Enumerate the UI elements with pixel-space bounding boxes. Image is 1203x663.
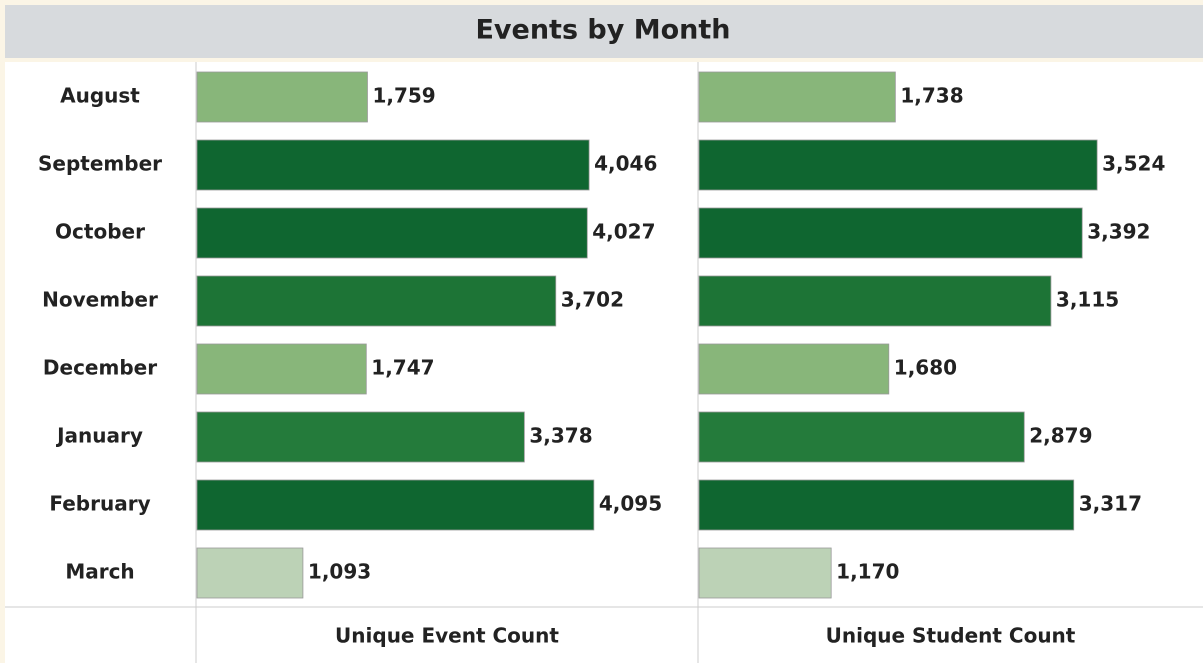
data-label: 4,095 xyxy=(599,492,662,516)
bar xyxy=(698,343,890,395)
data-label: 2,879 xyxy=(1029,424,1092,448)
row-label: August xyxy=(60,84,140,108)
data-label: 1,170 xyxy=(836,560,899,584)
row-label: February xyxy=(49,492,150,516)
bar xyxy=(698,207,1083,259)
bar xyxy=(196,71,368,123)
row-label: March xyxy=(65,560,134,584)
bar xyxy=(698,71,896,123)
data-label: 1,680 xyxy=(894,356,957,380)
bar xyxy=(196,411,525,463)
data-label: 3,392 xyxy=(1087,220,1150,244)
bar xyxy=(698,411,1025,463)
row-label: November xyxy=(42,288,158,312)
bar xyxy=(698,275,1052,327)
data-label: 1,738 xyxy=(900,84,963,108)
bar xyxy=(698,547,832,599)
data-label: 3,115 xyxy=(1056,288,1119,312)
row-label: September xyxy=(38,152,162,176)
chart-title: Events by Month xyxy=(475,15,730,46)
title-band xyxy=(5,5,1203,58)
data-label: 1,093 xyxy=(308,560,371,584)
row-label: October xyxy=(55,220,145,244)
data-label: 3,702 xyxy=(561,288,624,312)
bar xyxy=(196,275,557,327)
data-label: 4,046 xyxy=(594,152,657,176)
bar xyxy=(196,479,595,531)
data-label: 1,747 xyxy=(371,356,434,380)
column-header: Unique Event Count xyxy=(335,624,559,648)
data-label: 3,317 xyxy=(1079,492,1142,516)
bar xyxy=(698,139,1098,191)
row-label: January xyxy=(55,424,143,448)
bar xyxy=(196,547,304,599)
data-label: 1,759 xyxy=(372,84,435,108)
row-label: December xyxy=(43,356,157,380)
bar xyxy=(196,343,367,395)
bar xyxy=(196,207,588,259)
data-label: 4,027 xyxy=(592,220,655,244)
data-label: 3,524 xyxy=(1102,152,1165,176)
data-label: 3,378 xyxy=(529,424,592,448)
bar xyxy=(698,479,1075,531)
bar xyxy=(196,139,590,191)
column-header: Unique Student Count xyxy=(826,624,1076,648)
